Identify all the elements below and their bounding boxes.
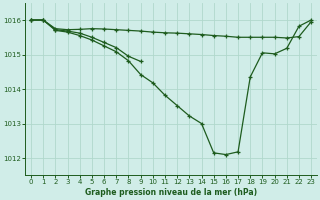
X-axis label: Graphe pression niveau de la mer (hPa): Graphe pression niveau de la mer (hPa) <box>85 188 257 197</box>
